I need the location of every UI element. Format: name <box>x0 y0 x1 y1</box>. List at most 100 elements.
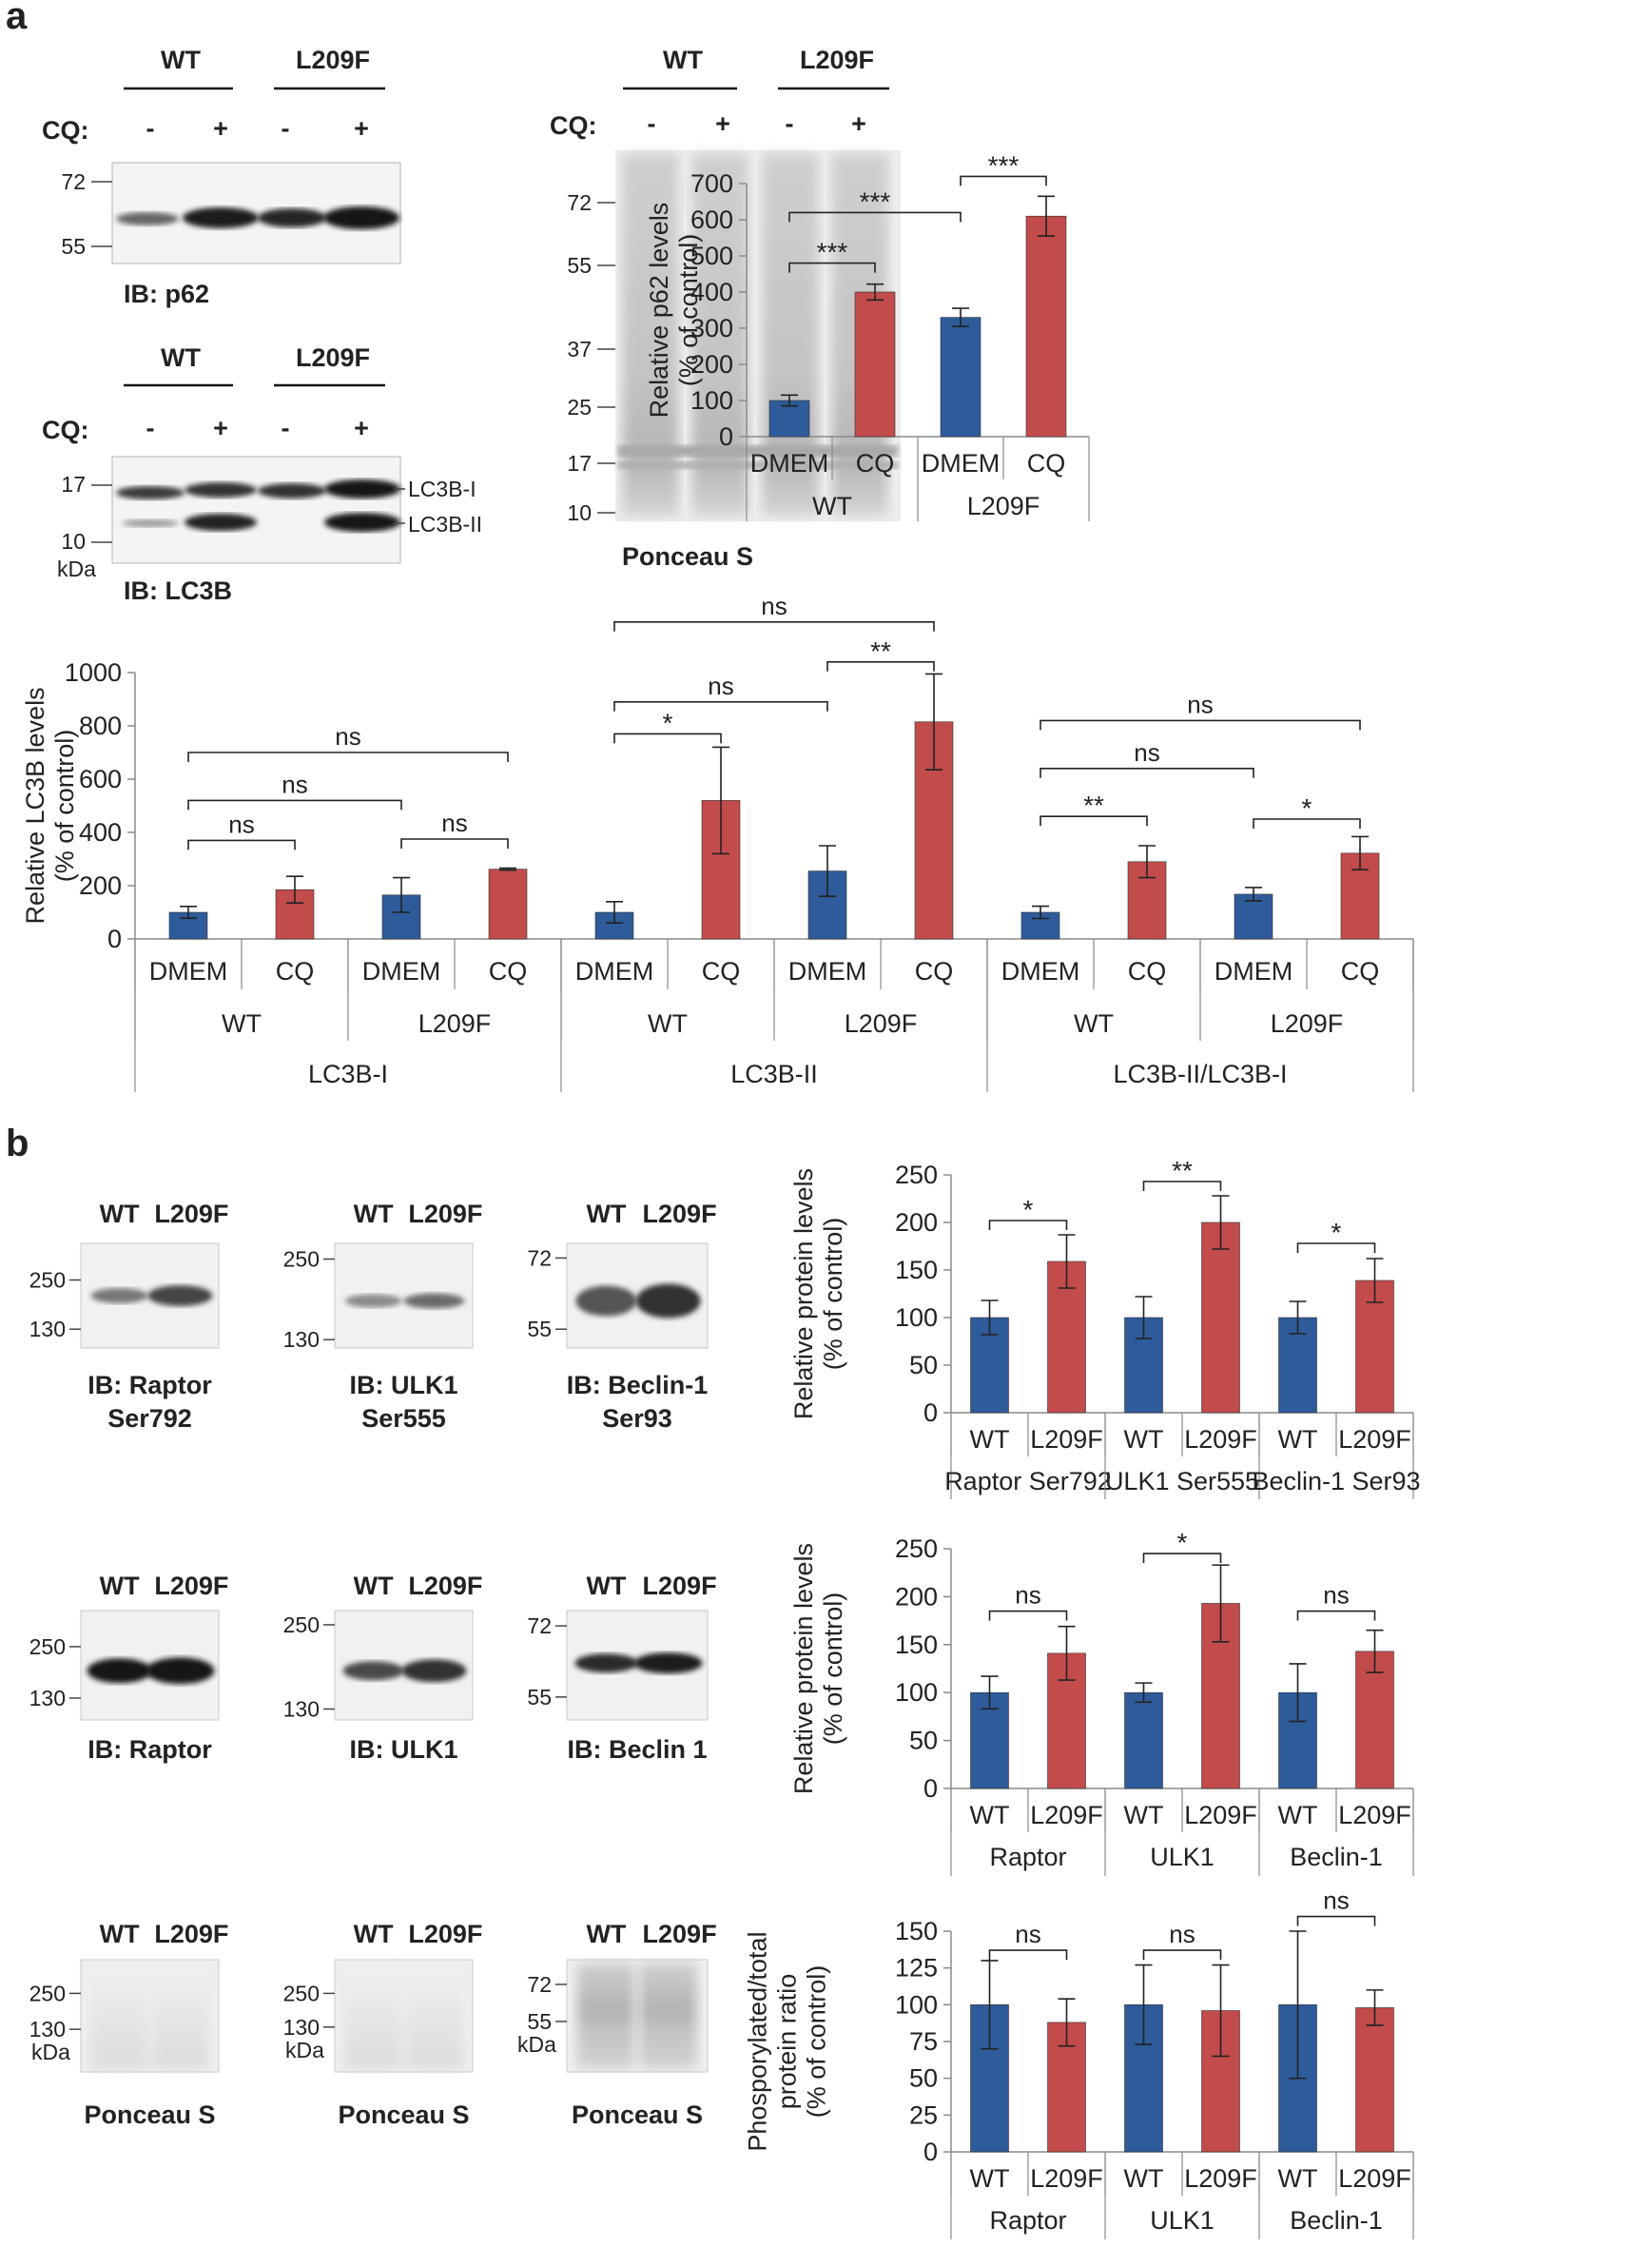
significance-label: ns <box>335 722 360 751</box>
y-tick-label: 0 <box>923 2138 938 2166</box>
cq-mark: - <box>282 414 290 442</box>
x-group-label: Raptor <box>989 2206 1066 2235</box>
bar <box>1355 1651 1394 1789</box>
x-category-label: L209F <box>1030 1801 1103 1829</box>
x-supergroup-label: LC3B-II <box>730 1060 818 1088</box>
kda-label: kDa <box>31 2040 70 2064</box>
blot-row2-1: WT L209F 250 130 IB: ULK1 <box>283 1572 483 1764</box>
significance-label: * <box>1302 793 1312 823</box>
ib-label: IB: Raptor <box>87 1371 212 1399</box>
y-tick-label: 0 <box>923 1398 938 1427</box>
x-group-label: WT <box>812 492 852 520</box>
y-tick-label: 25 <box>909 2100 938 2129</box>
bar <box>940 317 981 438</box>
x-category-label: L209F <box>1030 1425 1103 1454</box>
blot-membrane <box>111 456 401 564</box>
x-category-label: WT <box>970 2164 1010 2193</box>
mw-marker: 72 <box>527 1613 552 1638</box>
significance-bracket <box>187 839 296 850</box>
significance-label: ns <box>761 592 787 620</box>
ib-label: IB: ULK1 <box>350 1735 458 1764</box>
significance-bracket <box>613 621 935 632</box>
group-label-wt: WT <box>663 46 703 74</box>
x-group-label: WT <box>648 1009 688 1038</box>
blot-row2-0: WT L209F 250 130 IB: Raptor <box>29 1572 229 1764</box>
mw-marker: 130 <box>29 1317 66 1341</box>
lane-label: WT <box>586 1200 626 1228</box>
mw-marker: 130 <box>283 2015 320 2040</box>
blot-row1-2: WT L209F 72 55 IB: Beclin-1 Ser93 <box>527 1200 716 1433</box>
x-supergroup-label: LC3B-I <box>308 1060 388 1088</box>
x-category-label: WT <box>1124 1425 1164 1454</box>
lane-label: L209F <box>408 1572 482 1600</box>
significance-bracket <box>988 1220 1068 1230</box>
significance-bracket <box>1040 768 1254 778</box>
ponceau-label: Ponceau S <box>622 542 753 571</box>
lane-label: WT <box>354 1920 394 1948</box>
significance-label: ns <box>1323 1581 1349 1610</box>
lane-label: WT <box>586 1920 626 1948</box>
x-category-label: DMEM <box>788 957 867 986</box>
y-tick-label: 250 <box>895 1161 938 1189</box>
significance-label: * <box>1023 1195 1034 1224</box>
mw-marker: 17 <box>567 451 592 476</box>
x-group-label: ULK1 Ser555 <box>1105 1467 1259 1495</box>
mw-marker: 37 <box>567 337 592 361</box>
blot-row1-0: WT L209F 250 130 IB: Raptor Ser792 <box>29 1200 229 1433</box>
y-axis-label: Relative protein levels <box>789 1543 818 1794</box>
x-category-label: CQ <box>1027 449 1066 478</box>
chart-total-protein: 0 50 100 150 200 250 Relative protein levels (%… <box>789 1528 1414 1876</box>
significance-bracket <box>613 701 828 712</box>
mw-marker: 72 <box>527 1972 552 1997</box>
significance-label: *** <box>860 186 891 216</box>
group-label-l209f: L209F <box>800 46 874 74</box>
y-tick-label: 600 <box>79 765 122 793</box>
significance-bracket <box>1296 1242 1376 1253</box>
significance-label: * <box>1331 1218 1342 1247</box>
lane-label: WT <box>354 1572 394 1600</box>
x-group-label: Beclin-1 <box>1290 2206 1383 2235</box>
y-axis-label: protein ratio <box>772 1974 801 2110</box>
significance-bracket <box>988 1949 1068 1961</box>
group-label-l209f: L209F <box>296 46 370 74</box>
blot-p62: WT L209F CQ: - + - + 72 55 IB: p62 <box>42 46 401 308</box>
mw-marker: 10 <box>61 529 86 554</box>
significance-label: ns <box>441 809 467 837</box>
significance-label: ns <box>1323 1886 1349 1915</box>
mw-marker: 55 <box>527 1317 552 1341</box>
y-tick-label: 1000 <box>65 658 122 687</box>
protein-band <box>342 1661 404 1681</box>
protein-band <box>635 1283 701 1319</box>
cq-label: CQ: <box>42 416 89 444</box>
y-tick-label: 50 <box>909 2064 938 2093</box>
lane-smear <box>90 1964 148 2068</box>
x-category-label: L209F <box>1030 2164 1103 2193</box>
mw-marker: 10 <box>567 500 592 525</box>
x-group-label: Raptor <box>989 1843 1066 1871</box>
lane-label: L209F <box>154 1920 228 1948</box>
significance-bracket <box>187 752 509 762</box>
y-tick-label: 300 <box>690 314 733 342</box>
mw-marker: 17 <box>61 472 86 497</box>
y-axis-label: Phosporylated/total <box>743 1931 771 2151</box>
lane-label: WT <box>100 1572 140 1600</box>
y-axis-label: Relative LC3B levels <box>21 687 49 924</box>
significance-bracket <box>1040 719 1361 731</box>
mw-marker: 55 <box>61 234 86 259</box>
x-group-label: WT <box>222 1009 262 1038</box>
band-lc3b-i <box>116 479 400 499</box>
y-tick-label: 150 <box>895 1917 938 1945</box>
cq-mark: + <box>213 114 228 143</box>
lane-smear <box>577 1964 635 2068</box>
y-axis-label: Relative p62 levels <box>645 203 673 419</box>
mw-marker: 55 <box>527 1685 552 1710</box>
x-category-label: WT <box>1278 1801 1318 1829</box>
y-tick-label: 400 <box>690 278 733 306</box>
significance-label: ns <box>1015 1581 1040 1610</box>
x-group-label: ULK1 <box>1150 2206 1215 2235</box>
y-tick-label: 0 <box>719 422 733 451</box>
lane-label: WT <box>100 1920 140 1948</box>
x-group-label: Raptor Ser792 <box>944 1467 1112 1495</box>
